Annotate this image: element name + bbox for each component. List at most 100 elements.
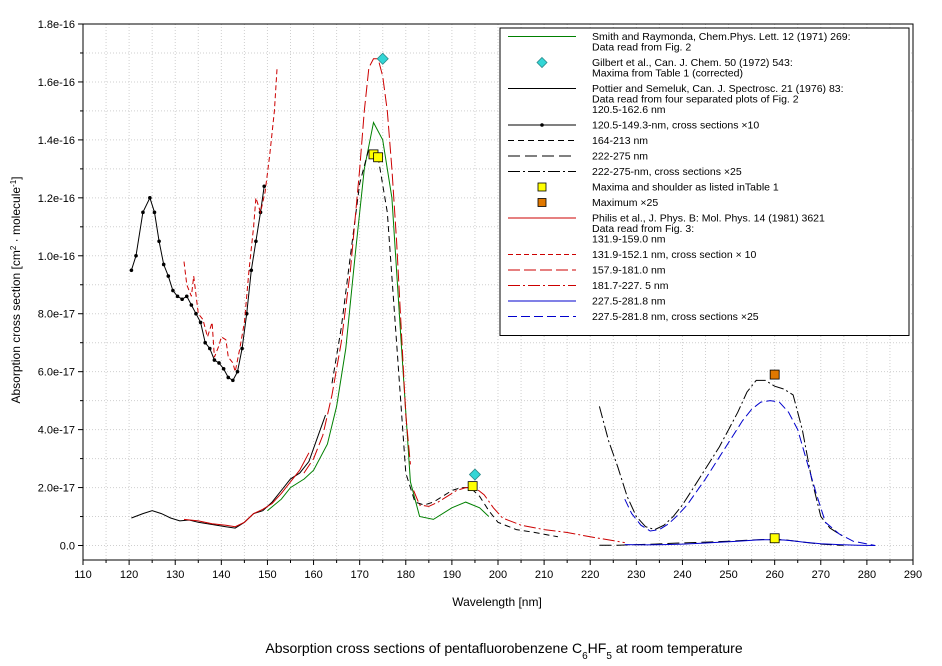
legend-label: Data read from Fig. 3:	[592, 223, 694, 235]
series-point-pottier_a	[184, 294, 189, 299]
legend-label: Gilbert et al., Can. J. Chem. 50 (1972) …	[592, 57, 793, 69]
y-tick-label: 1.6e-16	[38, 77, 75, 89]
x-tick-label: 220	[581, 569, 599, 581]
legend-label: 131.9-159.0 nm	[592, 234, 666, 246]
series-line-blue_a	[624, 539, 876, 546]
marker-table1	[467, 481, 478, 492]
legend-label: Pottier and Semeluk, Can. J. Spectrosc. …	[592, 83, 844, 95]
legend-label: Smith and Raymonda, Chem.Phys. Lett. 12 …	[592, 31, 851, 43]
series-point-pottier_a	[180, 297, 184, 302]
series-point-pottier_a	[134, 253, 138, 258]
x-tick-label: 110	[74, 569, 92, 581]
marker-table1	[769, 533, 780, 544]
series-line-philis_c	[413, 487, 625, 544]
axis-ticks: 110 120 130 140 150 160 170 180 190 200 210 220 230 2…	[38, 19, 922, 581]
y-tick-label: 1.2e-16	[38, 193, 75, 205]
series-point-pottier_a	[129, 268, 134, 273]
series-point-pottier_a	[208, 346, 212, 351]
series-point-pottier_a	[157, 239, 161, 244]
x-tick-label: 130	[166, 569, 184, 581]
x-tick-label: 200	[489, 569, 507, 581]
series-point-pottier_a	[194, 311, 198, 316]
legend-box	[499, 27, 910, 336]
series-point-pottier_a	[161, 262, 166, 267]
y-tick-label: 8.0e-17	[38, 309, 75, 321]
legend-label: 120.5-162.6 nm	[592, 104, 666, 116]
x-tick-label: 240	[673, 569, 691, 581]
y-tick-label: 1.0e-16	[38, 251, 75, 263]
marker-table1	[373, 152, 384, 163]
series-point-pottier_a	[244, 311, 249, 316]
series-point-pottier_a	[226, 375, 231, 380]
series-point-pottier_a	[148, 196, 152, 200]
series-point-pottier_a	[166, 274, 171, 278]
series-line-blue_b	[624, 400, 876, 546]
series-line-philis_b	[303, 58, 411, 474]
series-point-pottier_a	[231, 378, 235, 383]
legend-label: Data read from Fig. 2	[592, 42, 691, 54]
y-tick-label: 6.0e-17	[38, 367, 75, 379]
series-line-philis_a	[183, 67, 278, 372]
y-tick-label: 0.0	[60, 541, 75, 553]
series-point-pottier_a	[198, 320, 203, 325]
legend-label: Data read from four separated plots of F…	[592, 94, 799, 106]
legend-label: 131.9-152.1 nm, cross section × 10	[592, 249, 756, 261]
x-tick-label: 140	[212, 569, 230, 581]
series-line-pottier_e	[598, 379, 845, 538]
series-point-pottier_a	[175, 294, 180, 299]
series-point-pottier_a	[141, 210, 145, 215]
series-line-pottier_c	[331, 147, 558, 538]
x-tick-label: 290	[904, 569, 922, 581]
legend-label: 181.7-227. 5 nm	[592, 280, 669, 292]
x-axis-label: Wavelength [nm]	[452, 595, 542, 609]
chart-caption: Absorption cross sections of pentafluoro…	[265, 640, 742, 662]
x-tick-label: 260	[765, 569, 783, 581]
y-tick-label: 4.0e-17	[38, 425, 75, 437]
series-line-smith	[267, 121, 490, 520]
legend-label: 157.9-181.0 nm	[592, 265, 666, 277]
legend-label: Maxima from Table 1 (corrected)	[592, 68, 743, 80]
x-tick-label: 150	[258, 569, 276, 581]
series-point-pottier_a	[221, 366, 226, 371]
legend-label: Maximum ×25	[592, 197, 658, 209]
x-tick-label: 210	[535, 569, 553, 581]
x-tick-label: 270	[812, 569, 830, 581]
legend-label: 120.5-149.3-nm, cross sections ×10	[592, 120, 759, 132]
series-point-pottier_a	[235, 369, 240, 374]
legend-label: 227.5-281.8 nm	[592, 296, 666, 308]
series-line-pottier_b	[131, 414, 326, 529]
y-axis-label: Absorption cross section [cm2 · molecule…	[9, 176, 24, 403]
legend-label: Maxima and shoulder as listed inTable 1	[592, 182, 779, 194]
series-point-pottier_a	[217, 361, 221, 365]
series-point-pottier_a	[152, 210, 157, 215]
legend-swatch-square	[537, 182, 547, 192]
legend-label: Philis et al., J. Phys. B: Mol. Phys. 14…	[592, 213, 825, 225]
y-tick-label: 1.8e-16	[38, 19, 75, 31]
series-point-pottier_a	[171, 288, 175, 293]
legend-label: 222-275-nm, cross sections ×25	[592, 166, 742, 178]
x-tick-label: 160	[304, 569, 322, 581]
marker-layer	[368, 52, 780, 544]
x-tick-label: 280	[858, 569, 876, 581]
x-tick-label: 120	[120, 569, 138, 581]
legend-swatch-diamond	[536, 56, 548, 69]
series-line-philis_d	[183, 452, 310, 528]
series-point-pottier_a	[212, 358, 217, 362]
legend: Smith and Raymonda, Chem.Phys. Lett. 12 …	[499, 27, 910, 336]
legend-swatch-point	[540, 123, 544, 127]
y-tick-label: 1.4e-16	[38, 135, 75, 147]
marker-max25	[769, 369, 780, 380]
x-tick-label: 250	[719, 569, 737, 581]
series-point-pottier_a	[203, 340, 207, 345]
marker-gilbert	[376, 52, 389, 65]
y-tick-label: 2.0e-17	[38, 483, 75, 495]
series-point-pottier_a	[240, 346, 244, 351]
x-tick-label: 170	[350, 569, 368, 581]
x-tick-label: 180	[397, 569, 415, 581]
legend-label: 164-213 nm	[592, 135, 648, 147]
marker-gilbert	[468, 468, 482, 481]
series-point-pottier_a	[262, 184, 267, 189]
x-tick-label: 230	[627, 569, 645, 581]
x-tick-label: 190	[443, 569, 461, 581]
